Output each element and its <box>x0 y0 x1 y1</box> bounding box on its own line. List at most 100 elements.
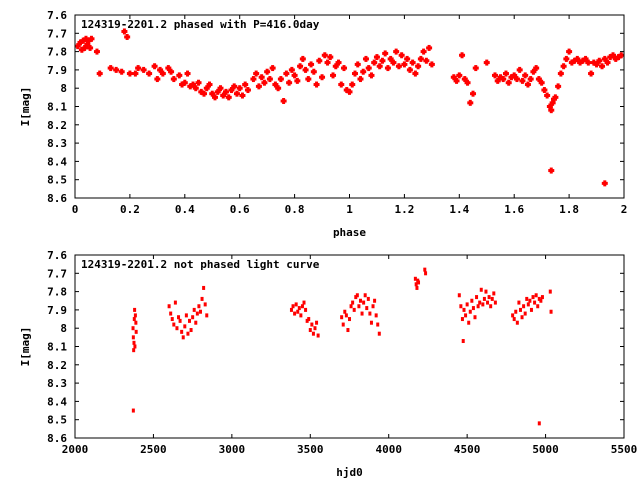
data-point <box>577 59 584 66</box>
data-point <box>85 37 92 44</box>
data-point <box>390 59 397 66</box>
data-point <box>291 72 298 79</box>
data-point <box>351 300 355 305</box>
data-point <box>189 328 193 333</box>
data-point <box>253 70 260 77</box>
data-point <box>343 87 350 94</box>
x-tick-label: 4500 <box>454 443 481 456</box>
data-point <box>300 304 304 309</box>
data-point <box>461 76 468 83</box>
data-point <box>132 348 136 353</box>
data-point <box>487 295 491 300</box>
data-point <box>486 300 490 305</box>
data-point <box>417 55 424 62</box>
data-point <box>536 304 540 309</box>
data-point <box>557 70 564 77</box>
data-point <box>183 324 187 329</box>
data-point <box>176 72 183 79</box>
data-point <box>168 68 175 75</box>
data-point <box>77 39 84 46</box>
data-point <box>467 320 471 325</box>
data-point <box>244 87 251 94</box>
data-point <box>368 72 375 79</box>
y-tick-label: 8.5 <box>47 174 67 187</box>
data-point <box>118 68 125 75</box>
data-point <box>131 326 135 331</box>
data-point <box>490 296 494 301</box>
data-point <box>346 328 350 333</box>
data-point <box>151 63 158 70</box>
y-tick-label: 8.5 <box>47 414 67 427</box>
data-point <box>131 335 135 340</box>
data-point <box>316 333 320 338</box>
data-point <box>424 271 428 276</box>
data-point <box>179 81 186 88</box>
data-point <box>175 326 179 331</box>
data-point <box>539 298 543 303</box>
data-point <box>464 79 471 86</box>
data-point <box>357 304 361 309</box>
data-point <box>357 76 364 83</box>
data-point <box>351 70 358 77</box>
data-point <box>140 66 147 73</box>
data-point <box>310 68 317 75</box>
data-point <box>134 320 138 325</box>
x-tick-label: 0.8 <box>285 203 305 216</box>
phased-y-axis-label: I[mag] <box>19 87 32 127</box>
data-point <box>478 300 482 305</box>
data-point <box>341 322 345 327</box>
data-point <box>305 318 309 323</box>
data-point <box>220 92 227 99</box>
data-point <box>395 63 402 70</box>
data-point <box>205 313 209 318</box>
data-point <box>355 293 359 298</box>
data-point <box>159 70 166 77</box>
data-point <box>524 81 531 88</box>
unphased-x-axis: 2000 2500 3000 3500 4000 4500 5000 5500 <box>62 255 637 456</box>
data-point <box>365 306 369 311</box>
data-point <box>311 331 315 336</box>
data-point <box>362 55 369 62</box>
data-point <box>530 68 537 75</box>
data-point <box>528 298 532 303</box>
data-point <box>537 421 541 426</box>
data-point <box>181 79 188 86</box>
data-point <box>269 65 276 72</box>
x-tick-label: 5000 <box>532 443 559 456</box>
data-point <box>527 76 534 83</box>
data-point <box>195 311 199 316</box>
data-point <box>80 37 87 44</box>
data-point <box>299 313 303 318</box>
data-point <box>481 302 485 307</box>
data-point <box>571 57 578 64</box>
data-point <box>169 311 173 316</box>
data-point <box>327 54 334 61</box>
y-tick-label: 8.1 <box>47 101 67 114</box>
y-tick-label: 8.6 <box>47 432 67 445</box>
data-point <box>384 65 391 72</box>
data-point <box>568 59 575 66</box>
data-point <box>371 59 378 66</box>
data-point <box>423 267 427 272</box>
x-tick-label: 0.4 <box>175 203 195 216</box>
data-point <box>398 52 405 59</box>
data-point <box>593 61 600 68</box>
data-point <box>459 304 463 309</box>
unphased-x-axis-label: hjd0 <box>336 466 363 479</box>
data-point <box>464 313 468 318</box>
data-point <box>321 52 328 59</box>
data-point <box>467 99 474 106</box>
y-tick-label: 8.3 <box>47 137 67 150</box>
data-point <box>409 59 416 66</box>
unphased-y-axis: 7.6 7.7 7.8 7.9 8 8.1 8.2 8.3 8.4 8.5 8.6 <box>47 249 624 445</box>
data-point <box>516 66 523 73</box>
data-point <box>330 72 337 79</box>
data-point <box>225 94 232 101</box>
data-point <box>379 57 386 64</box>
x-tick-label: 0.6 <box>230 203 250 216</box>
data-point <box>192 307 196 312</box>
data-point <box>423 57 430 64</box>
data-point <box>197 304 201 309</box>
data-point <box>552 94 559 101</box>
data-point <box>177 315 181 320</box>
